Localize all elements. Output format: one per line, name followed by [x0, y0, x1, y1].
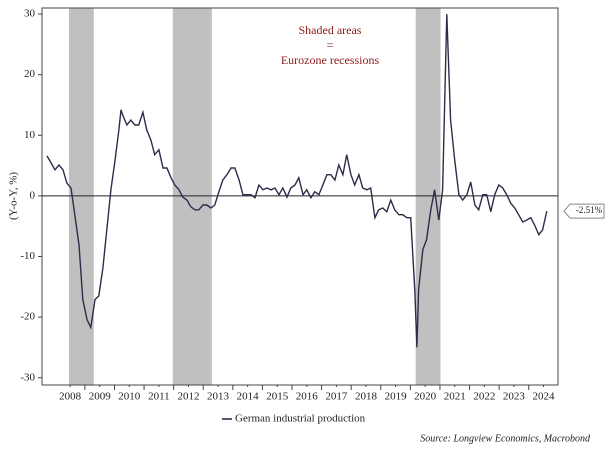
x-tick-label: 2010	[118, 391, 141, 403]
x-tick-label: 2012	[177, 391, 199, 403]
annotation: Shaded areas	[299, 23, 362, 37]
y-tick-label: -10	[20, 250, 35, 262]
recession-band	[172, 8, 212, 385]
x-tick-label: 2019	[385, 391, 408, 403]
y-tick-label: -20	[20, 311, 35, 323]
series-line	[46, 14, 548, 348]
x-tick-label: 2008	[59, 391, 82, 403]
x-tick-label: 2022	[473, 391, 495, 403]
end-label: -2.51%	[576, 205, 603, 215]
end-label-box	[563, 203, 605, 219]
y-tick-label: -30	[20, 371, 35, 383]
legend-label: German industrial production	[235, 413, 366, 425]
x-tick-label: 2023	[503, 391, 526, 403]
x-tick-label: 2011	[148, 391, 170, 403]
x-tick-label: 2024	[533, 391, 556, 403]
recession-band	[415, 8, 441, 385]
x-tick-label: 2013	[207, 391, 230, 403]
x-tick-label: 2018	[355, 391, 378, 403]
x-tick-label: 2021	[444, 391, 466, 403]
x-tick-label: 2009	[89, 391, 112, 403]
x-tick-label: 2017	[325, 391, 348, 403]
y-axis-label: (Y-o-Y, %)	[8, 172, 20, 220]
plot-frame	[41, 7, 559, 386]
y-tick-label: 0	[30, 189, 36, 201]
y-tick-label: 10	[24, 129, 36, 141]
recession-band	[68, 8, 94, 385]
y-tick-label: 20	[24, 68, 36, 80]
y-tick-label: 30	[24, 8, 36, 20]
annotation: =	[327, 38, 334, 52]
x-tick-label: 2014	[237, 391, 260, 403]
x-tick-label: 2016	[296, 391, 319, 403]
x-tick-label: 2015	[266, 391, 289, 403]
source: Source: Longview Economics, Macrobond	[420, 433, 591, 444]
annotation: Eurozone recessions	[281, 53, 380, 67]
x-tick-label: 2020	[414, 391, 437, 403]
